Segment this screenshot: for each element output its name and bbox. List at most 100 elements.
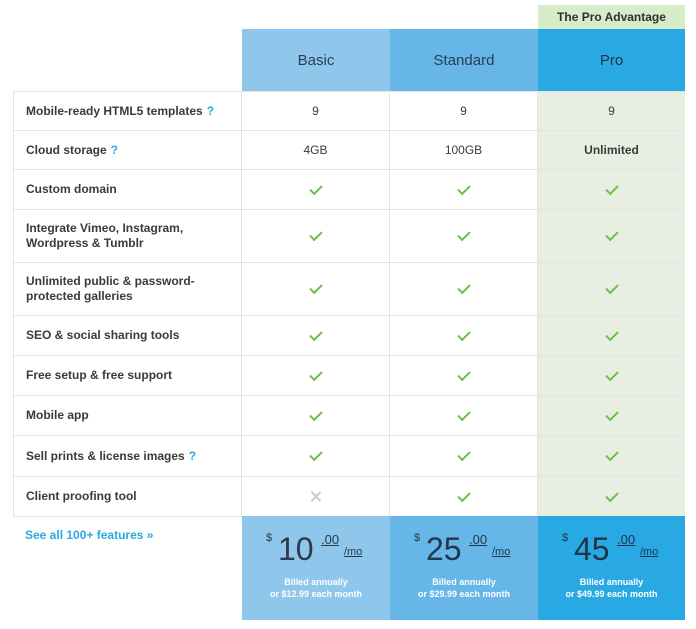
- feature-row: Free setup & free support: [13, 356, 685, 396]
- feature-row: Client proofing tool: [13, 477, 685, 517]
- feature-label-cell: Unlimited public & password-protected ga…: [13, 263, 242, 315]
- feature-value-standard: 9: [390, 92, 538, 130]
- feature-value-text: 100GB: [444, 143, 483, 157]
- feature-row: Mobile-ready HTML5 templates? 9 9 9: [13, 92, 685, 131]
- price-amount: 25: [426, 531, 462, 567]
- billing-note: Billed annually or $29.99 each month: [390, 576, 538, 600]
- billing-note: Billed annually or $49.99 each month: [538, 576, 685, 600]
- price-cents: .00: [469, 532, 488, 547]
- feature-row: SEO & social sharing tools: [13, 316, 685, 356]
- feature-label-cell: Custom domain: [13, 170, 242, 209]
- feature-value-basic: [242, 170, 390, 209]
- feature-value-standard: [390, 477, 538, 516]
- feature-value-pro: [538, 477, 685, 516]
- feature-value-basic: 4GB: [242, 131, 390, 169]
- feature-label: SEO & social sharing tools: [26, 328, 180, 342]
- feature-value-basic: [242, 210, 390, 262]
- see-all-features-link[interactable]: See all 100+ features »: [25, 528, 154, 542]
- billing-note-line-2: or $12.99 each month: [269, 589, 363, 599]
- check-icon: [456, 407, 471, 421]
- feature-label-cell: SEO & social sharing tools: [13, 316, 242, 355]
- check-icon: [456, 367, 471, 381]
- price-amount: 10: [278, 531, 314, 567]
- feature-value-pro: [538, 396, 685, 435]
- feature-label: Mobile app: [26, 408, 89, 422]
- check-icon: [308, 327, 323, 341]
- check-icon: [604, 488, 619, 502]
- feature-value-text: 9: [608, 104, 615, 118]
- feature-value-basic: [242, 436, 390, 476]
- billing-note-line-1: Billed annually: [432, 577, 496, 587]
- feature-value-standard: [390, 396, 538, 435]
- price-line: $ 25 .00 /mo: [414, 530, 534, 570]
- price-currency: $: [414, 532, 421, 544]
- feature-value-pro: Unlimited: [538, 131, 685, 169]
- feature-value-pro: [538, 316, 685, 355]
- check-icon: [456, 447, 471, 462]
- feature-label: Integrate Vimeo, Instagram, Wordpress & …: [26, 221, 184, 250]
- check-icon: [456, 280, 471, 295]
- price-box-pro[interactable]: $ 45 .00 /mo Billed annually or $49.99 e…: [538, 516, 685, 620]
- price-period: /mo: [640, 546, 659, 558]
- feature-value-standard: 100GB: [390, 131, 538, 169]
- check-icon: [456, 488, 471, 502]
- plan-header-standard: Standard: [390, 29, 538, 91]
- check-icon: [604, 367, 619, 381]
- price-cents: .00: [321, 532, 340, 547]
- feature-row: Integrate Vimeo, Instagram, Wordpress & …: [13, 210, 685, 263]
- feature-value-text: 4GB: [303, 143, 328, 157]
- pro-column-background: [538, 91, 685, 516]
- help-icon[interactable]: ?: [188, 448, 197, 463]
- feature-label: Sell prints & license images: [26, 448, 185, 463]
- feature-label-cell: Integrate Vimeo, Instagram, Wordpress & …: [13, 210, 242, 262]
- feature-label: Cloud storage: [26, 142, 107, 157]
- feature-value-basic: [242, 263, 390, 315]
- billing-note-line-1: Billed annually: [284, 577, 348, 587]
- feature-label: Custom domain: [26, 182, 117, 196]
- check-icon: [308, 280, 323, 295]
- feature-value-text: 9: [312, 104, 319, 118]
- feature-value-standard: [390, 210, 538, 262]
- check-icon: [308, 367, 323, 381]
- feature-label: Unlimited public & password-protected ga…: [26, 274, 195, 303]
- feature-value-basic: [242, 477, 390, 516]
- feature-comparison-table: Mobile-ready HTML5 templates? 9 9 9 Cloud st…: [13, 91, 685, 517]
- price-currency: $: [562, 532, 569, 544]
- price-line: $ 10 .00 /mo: [266, 530, 386, 570]
- feature-value-standard: [390, 263, 538, 315]
- check-icon: [604, 447, 619, 462]
- check-icon: [456, 227, 471, 242]
- feature-value-pro: [538, 210, 685, 262]
- price-currency: $: [266, 532, 273, 544]
- price-line: $ 45 .00 /mo: [562, 530, 682, 570]
- billing-note-line-1: Billed annually: [579, 577, 644, 587]
- feature-value-basic: [242, 356, 390, 395]
- check-icon: [308, 181, 323, 195]
- feature-row: Sell prints & license images?: [13, 436, 685, 477]
- feature-label-cell: Cloud storage?: [13, 131, 242, 169]
- price-period: /mo: [492, 546, 511, 558]
- feature-value-standard: [390, 316, 538, 355]
- price-box-basic[interactable]: $ 10 .00 /mo Billed annually or $12.99 e…: [242, 516, 390, 620]
- feature-value-basic: [242, 316, 390, 355]
- check-icon: [456, 181, 471, 195]
- billing-note: Billed annually or $12.99 each month: [242, 576, 390, 600]
- check-icon: [604, 227, 619, 242]
- feature-label: Mobile-ready HTML5 templates: [26, 103, 203, 118]
- feature-label-cell: Sell prints & license images?: [13, 436, 242, 476]
- feature-row: Unlimited public & password-protected ga…: [13, 263, 685, 316]
- feature-value-standard: [390, 436, 538, 476]
- feature-value-pro: 9: [538, 92, 685, 130]
- help-icon[interactable]: ?: [206, 103, 215, 118]
- feature-label-cell: Client proofing tool: [13, 477, 242, 516]
- feature-value-standard: [390, 356, 538, 395]
- help-icon[interactable]: ?: [110, 142, 119, 157]
- check-icon: [604, 181, 619, 195]
- price-box-standard[interactable]: $ 25 .00 /mo Billed annually or $29.99 e…: [390, 516, 538, 620]
- feature-value-text: Unlimited: [584, 143, 639, 157]
- check-icon: [456, 327, 471, 341]
- plan-header-basic: Basic: [242, 29, 390, 91]
- check-icon: [604, 280, 619, 295]
- check-icon: [604, 407, 619, 421]
- feature-value-pro: [538, 356, 685, 395]
